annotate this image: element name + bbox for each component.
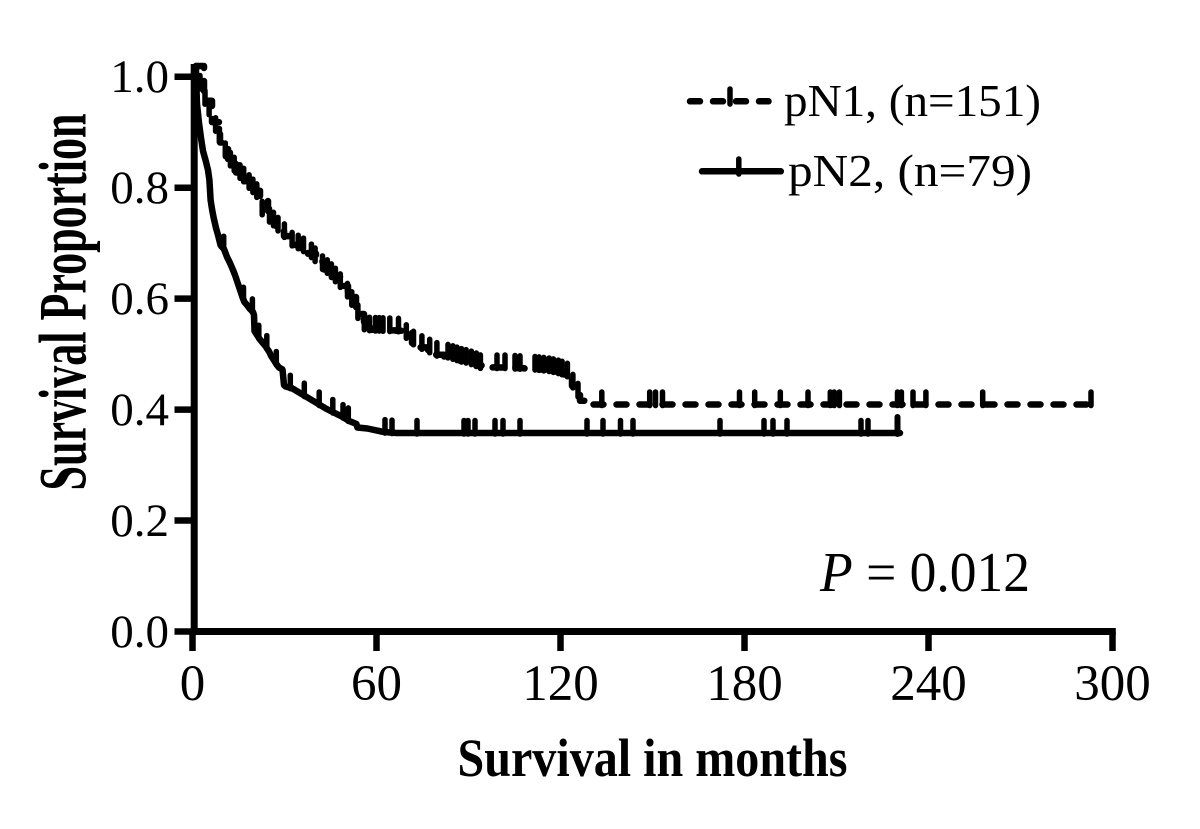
svg-text:120: 120 (522, 656, 599, 712)
svg-text:Survival Proportion: Survival Proportion (25, 114, 101, 491)
svg-text:0: 0 (180, 656, 206, 712)
svg-text:P = 0.012: P = 0.012 (819, 542, 1030, 604)
svg-text:0.2: 0.2 (110, 495, 169, 547)
svg-text:180: 180 (706, 656, 783, 712)
svg-text:0.0: 0.0 (110, 606, 169, 658)
svg-text:pN2, (n=79): pN2, (n=79) (788, 145, 1032, 196)
svg-text:60: 60 (351, 656, 402, 712)
svg-text:300: 300 (1074, 656, 1151, 712)
svg-text:pN1, (n=151): pN1, (n=151) (784, 75, 1041, 126)
svg-text:240: 240 (890, 656, 967, 712)
svg-text:0.8: 0.8 (110, 162, 169, 214)
svg-text:0.6: 0.6 (110, 273, 169, 325)
svg-text:Survival in months: Survival in months (458, 728, 848, 788)
svg-text:0.4: 0.4 (110, 384, 169, 436)
svg-text:1.0: 1.0 (110, 51, 169, 103)
